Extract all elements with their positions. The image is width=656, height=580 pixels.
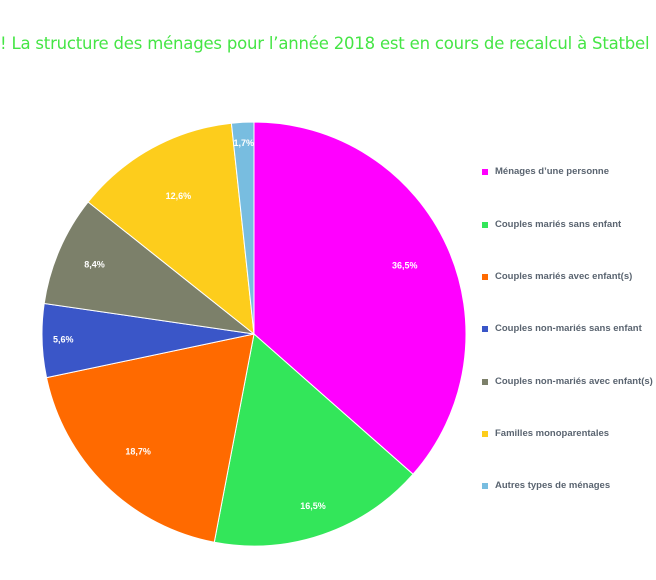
pie-slice[interactable]: [230, 121, 255, 335]
pie-slice[interactable]: [213, 333, 414, 547]
slice-label: 8,4%: [84, 259, 105, 269]
legend-label: Ménages d’une personne: [495, 166, 610, 177]
legend-swatch: [482, 378, 488, 385]
legend-swatch: [482, 168, 488, 175]
legend-swatch: [482, 273, 488, 280]
pie-slice[interactable]: [87, 122, 255, 336]
chart-title: ! La structure des ménages pour l’année …: [0, 34, 656, 53]
slice-label: 18,7%: [125, 446, 151, 456]
legend-label: Couples non-mariés sans enfant: [495, 323, 642, 334]
legend-label: Couples mariés sans enfant: [495, 219, 622, 230]
legend-label: Couples mariés avec enfant(s): [495, 271, 633, 282]
pie-slice[interactable]: [43, 201, 256, 335]
legend-item[interactable]: Couples non-mariés sans enfant: [482, 323, 642, 334]
slice-label: 36,5%: [392, 260, 418, 270]
legend-item[interactable]: Autres types de ménages: [482, 480, 610, 491]
slice-label: 1,7%: [234, 138, 255, 148]
legend-item[interactable]: Familles monoparentales: [482, 428, 609, 439]
legend-label: Couples non-mariés avec enfant(s): [495, 376, 653, 387]
legend-swatch: [482, 482, 488, 489]
legend-swatch: [482, 325, 488, 332]
legend-item[interactable]: Couples mariés sans enfant: [482, 219, 621, 230]
slice-label: 12,6%: [166, 191, 192, 201]
pie-slice[interactable]: [45, 333, 255, 543]
slice-label: 16,5%: [300, 501, 326, 511]
pie-slice[interactable]: [253, 121, 467, 475]
legend-item[interactable]: Couples mariés avec enfant(s): [482, 271, 632, 282]
legend-swatch: [482, 430, 488, 437]
legend-swatch: [482, 221, 488, 228]
slice-label: 5,6%: [53, 334, 74, 344]
legend-label: Autres types de ménages: [495, 480, 611, 491]
legend-item[interactable]: Ménages d’une personne: [482, 166, 609, 177]
legend-label: Familles monoparentales: [495, 428, 610, 439]
legend-item[interactable]: Couples non-mariés avec enfant(s): [482, 376, 653, 387]
